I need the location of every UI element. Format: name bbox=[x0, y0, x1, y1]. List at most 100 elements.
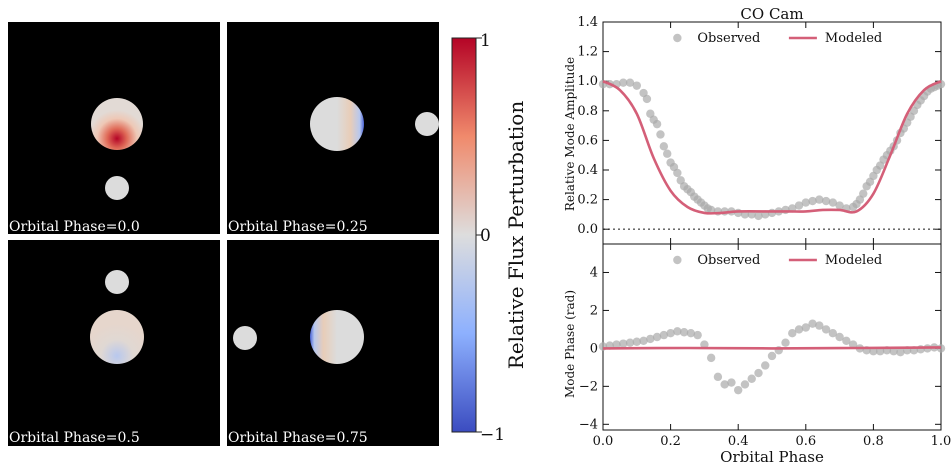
colorbar-label: Relative Flux Perturbation bbox=[504, 101, 528, 370]
observed-point bbox=[747, 374, 756, 383]
observed-point bbox=[625, 338, 635, 347]
colorbar: 1 0 −1 Relative Flux Perturbation bbox=[451, 31, 528, 445]
observed-point bbox=[632, 337, 641, 346]
observed-point bbox=[808, 319, 817, 328]
observed-point bbox=[788, 329, 797, 338]
panel-phase-0: Orbital Phase=0.0 bbox=[8, 22, 220, 235]
observed-point bbox=[761, 361, 770, 370]
observed-point bbox=[808, 196, 817, 206]
observed-point bbox=[889, 347, 898, 356]
observed-point bbox=[842, 336, 851, 345]
panel-label: Orbital Phase=0.75 bbox=[228, 430, 368, 446]
observed-point bbox=[686, 329, 696, 338]
observed-point bbox=[740, 380, 750, 389]
observed-point bbox=[619, 339, 628, 348]
observed-point bbox=[659, 330, 669, 340]
observed-point bbox=[859, 189, 868, 198]
companion-star bbox=[233, 326, 257, 350]
y-tick-label: 4 bbox=[590, 265, 598, 280]
y-tick-label: 0.8 bbox=[577, 104, 598, 119]
panel-phase-0.25: Orbital Phase=0.25 bbox=[227, 22, 439, 235]
observed-point bbox=[801, 198, 810, 207]
observed-point bbox=[815, 321, 824, 330]
y-tick-label: 0.2 bbox=[577, 193, 598, 208]
panel-phase-0.75: Orbital Phase=0.75 bbox=[227, 240, 439, 446]
observed-point bbox=[794, 325, 804, 334]
panel-label: Orbital Phase=0.0 bbox=[9, 219, 140, 235]
panel-label: Orbital Phase=0.5 bbox=[9, 430, 140, 446]
legend-observed-label: Observed bbox=[697, 253, 760, 268]
observed-point bbox=[781, 338, 790, 347]
chart-title: CO Cam bbox=[740, 5, 803, 23]
observed-point bbox=[700, 340, 709, 349]
panel-phase-0.5: Orbital Phase=0.5 bbox=[8, 240, 220, 446]
legend-observed-label: Observed bbox=[697, 31, 760, 46]
observed-point bbox=[666, 329, 675, 338]
companion-star bbox=[415, 112, 439, 136]
y-tick-label: 2 bbox=[590, 303, 598, 318]
observed-point bbox=[767, 351, 777, 361]
companion-star bbox=[105, 176, 129, 200]
observed-point bbox=[815, 195, 824, 204]
observed-point bbox=[663, 149, 672, 158]
x-tick-label: 0.2 bbox=[660, 434, 681, 449]
observed-point bbox=[727, 378, 736, 387]
y-tick-label: 1.0 bbox=[577, 74, 598, 89]
observed-point bbox=[720, 380, 729, 389]
legend-observed-marker bbox=[673, 33, 682, 43]
modeled-line bbox=[602, 346, 942, 350]
y-tick-label: 0 bbox=[590, 341, 598, 356]
observed-point bbox=[754, 211, 763, 221]
observed-point bbox=[639, 336, 648, 345]
y-tick-label: 0.4 bbox=[577, 163, 598, 178]
legend-modeled-label: Modeled bbox=[825, 253, 882, 268]
panel-label: Orbital Phase=0.25 bbox=[228, 219, 368, 235]
observed-point bbox=[679, 328, 689, 337]
observed-point bbox=[848, 340, 858, 349]
observed-point bbox=[642, 94, 652, 104]
primary-star bbox=[310, 310, 364, 364]
companion-star bbox=[105, 270, 129, 294]
amplitude-chart: CO Cam Relative Mode Amplitude 0.0 0.2 0.4… bbox=[563, 5, 946, 245]
y-tick-label: 1.4 bbox=[577, 15, 598, 30]
y-axis-label: Mode Phase (rad) bbox=[563, 290, 577, 398]
primary-star bbox=[90, 310, 144, 364]
x-tick-label: 0.4 bbox=[728, 434, 749, 449]
observed-point bbox=[646, 334, 655, 344]
observed-point bbox=[652, 119, 662, 129]
plot-frame bbox=[602, 243, 942, 431]
observed-point bbox=[828, 329, 838, 338]
observed-point bbox=[673, 168, 682, 178]
observed-point bbox=[659, 142, 669, 151]
observed-point bbox=[896, 347, 905, 357]
x-tick-label: 1.0 bbox=[931, 434, 952, 449]
x-tick-label: 0.6 bbox=[795, 434, 816, 449]
observed-point bbox=[652, 332, 662, 342]
observed-point bbox=[612, 340, 621, 349]
y-tick-label: −2 bbox=[579, 379, 598, 394]
observed-point bbox=[821, 196, 831, 206]
legend-observed-marker bbox=[673, 255, 682, 265]
modeled-line bbox=[602, 80, 942, 215]
observed-point bbox=[632, 81, 641, 90]
x-tick-label: 0.8 bbox=[863, 434, 884, 449]
primary-star bbox=[91, 98, 143, 150]
observed-point bbox=[706, 353, 716, 363]
primary-star bbox=[310, 97, 364, 151]
colorbar-tick-mid: 0 bbox=[480, 226, 491, 246]
observed-point bbox=[619, 78, 628, 87]
observed-point bbox=[754, 368, 763, 378]
legend-modeled-label: Modeled bbox=[825, 31, 882, 46]
observed-point bbox=[794, 201, 804, 210]
observed-point bbox=[656, 130, 665, 139]
y-tick-label: 0.0 bbox=[577, 222, 598, 237]
observed-point bbox=[625, 78, 635, 87]
y-axis-label: Relative Mode Amplitude bbox=[563, 57, 577, 211]
observed-point bbox=[801, 323, 810, 332]
colorbar-tick-top: 1 bbox=[480, 31, 491, 51]
colorbar-tick-bottom: −1 bbox=[480, 425, 505, 445]
x-tick-label: 0.0 bbox=[593, 434, 614, 449]
observed-point bbox=[713, 372, 723, 382]
observed-point bbox=[835, 332, 844, 342]
